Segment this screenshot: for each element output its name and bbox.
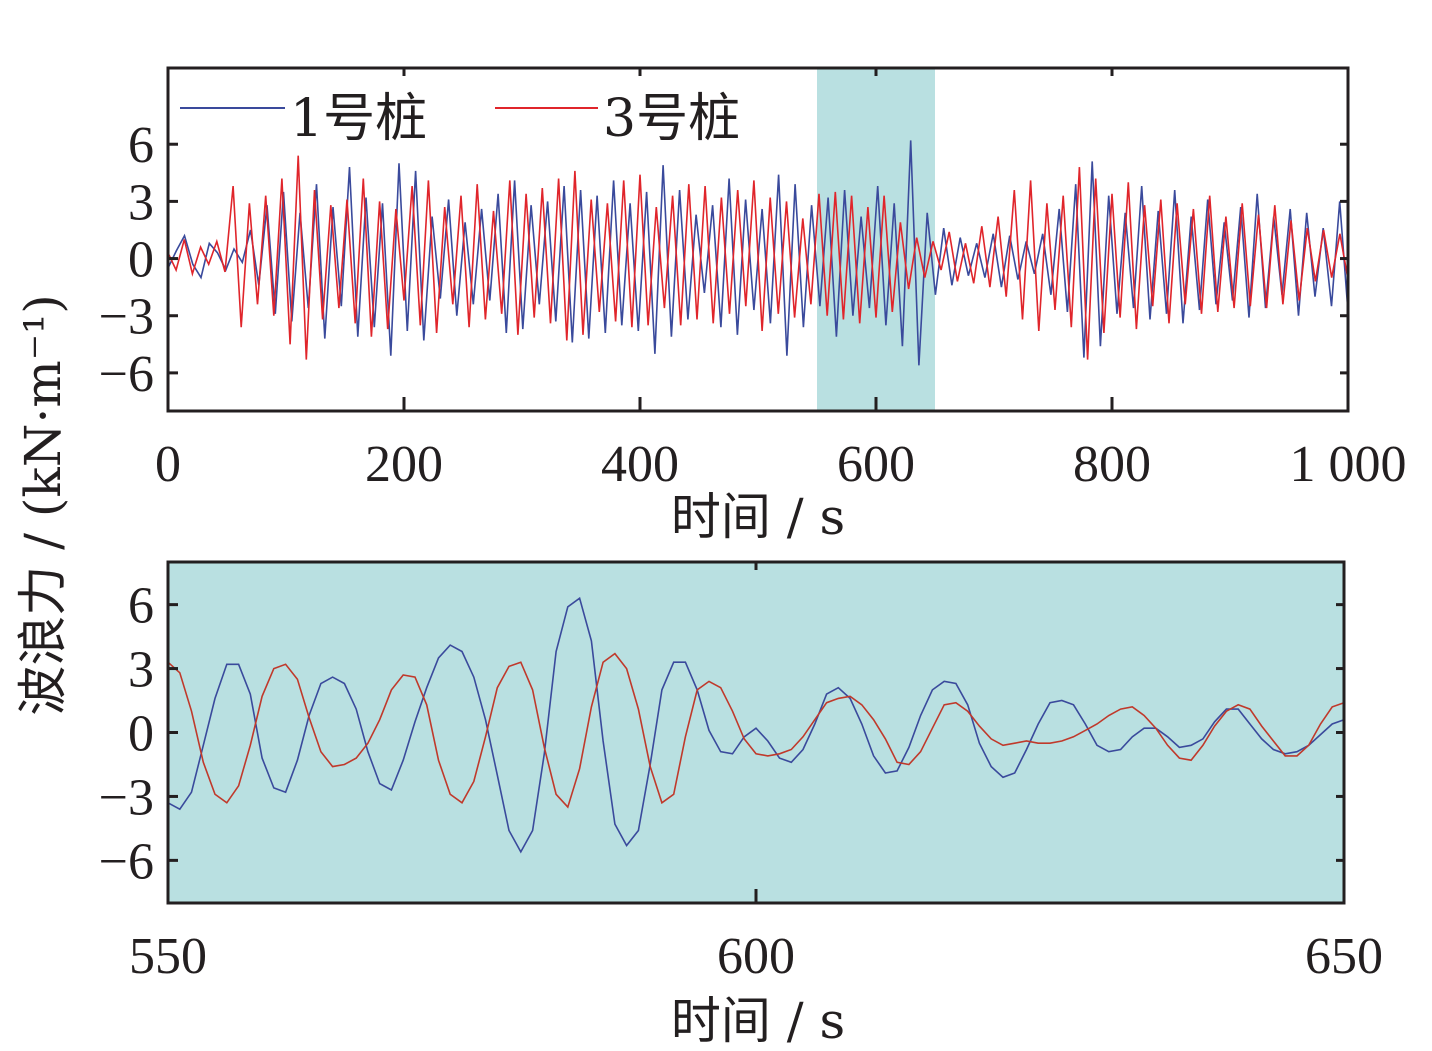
bottom-series-group xyxy=(167,596,1345,854)
bottom-series-line-2 xyxy=(167,652,1345,809)
bottom-series-line-1 xyxy=(167,596,1345,854)
bottom-x-tick-label: 600 xyxy=(717,928,795,985)
top-y-tick-label: 0 xyxy=(128,232,154,289)
top-y-tick-label: −3 xyxy=(99,289,154,346)
bottom-y-tick-label: −3 xyxy=(99,769,154,826)
bottom-chart: 550 600 650 −6 −3 0 3 6 时间 / s xyxy=(99,560,1383,1050)
top-y-tick-label: −6 xyxy=(99,346,154,403)
top-series-line-2 xyxy=(167,155,1349,360)
top-series-group xyxy=(167,140,1349,366)
top-x-tick-label: 600 xyxy=(837,436,915,493)
top-x-axis-title: 时间 / s xyxy=(671,488,845,546)
top-y-tick-label: 3 xyxy=(128,174,154,231)
bottom-x-tick-label: 550 xyxy=(129,928,207,985)
top-y-tick-label: 6 xyxy=(128,117,154,174)
top-plot-frame xyxy=(166,66,1350,413)
bottom-plot-background xyxy=(168,562,1344,903)
top-x-tick-label: 0 xyxy=(155,436,181,493)
bottom-y-tick-label: 6 xyxy=(128,578,154,635)
y-axis-title: 波浪力 / (kN·m⁻¹) xyxy=(14,294,72,715)
bottom-x-tick-label: 650 xyxy=(1305,928,1383,985)
bottom-y-tick-label: −6 xyxy=(99,833,154,890)
highlight-region xyxy=(817,68,935,411)
top-x-tick-label: 800 xyxy=(1073,436,1151,493)
legend-label-1: 1号桩 xyxy=(290,89,427,149)
bottom-y-tick-label: 3 xyxy=(128,642,154,699)
bottom-x-axis-title: 时间 / s xyxy=(671,992,845,1050)
bottom-y-tick-label: 0 xyxy=(128,706,154,763)
bottom-axis-ticks: 550 600 650 −6 −3 0 3 6 xyxy=(99,562,1383,985)
top-x-tick-label: 200 xyxy=(365,436,443,493)
top-x-tick-label: 1 000 xyxy=(1290,436,1407,493)
legend: 1号桩 3号桩 xyxy=(180,89,740,149)
top-x-tick-label: 400 xyxy=(601,436,679,493)
legend-label-2: 3号桩 xyxy=(603,89,740,149)
